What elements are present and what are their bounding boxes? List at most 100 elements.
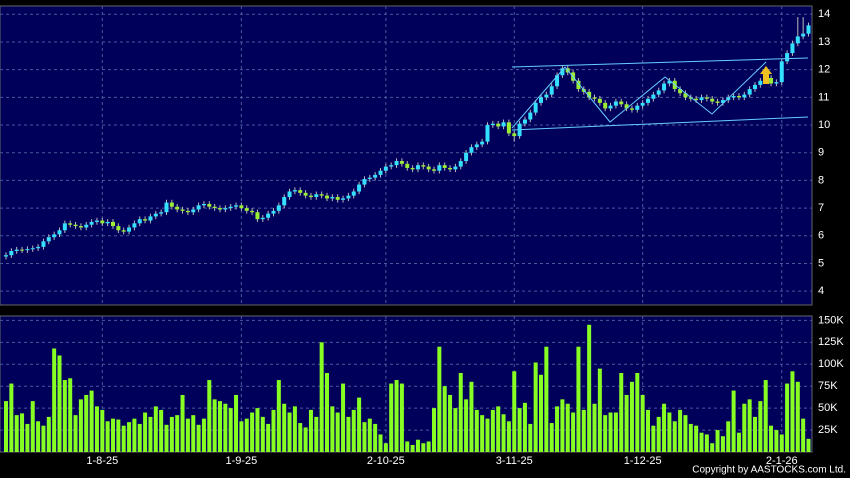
volume-bar	[619, 373, 624, 452]
volume-tick-label: 150K	[818, 314, 844, 326]
volume-bar	[581, 409, 586, 452]
candle-body	[426, 166, 431, 170]
candle-body	[731, 95, 736, 98]
candle-body	[282, 197, 287, 206]
volume-bar	[415, 439, 420, 452]
candle-body	[212, 206, 217, 209]
candle-body	[62, 223, 67, 231]
y-tick-label: 9	[818, 147, 824, 159]
volume-bar	[544, 346, 549, 452]
volume-bar	[528, 423, 533, 452]
volume-bar	[592, 403, 597, 452]
candle-body	[362, 179, 367, 185]
y-tick-label: 13	[818, 36, 830, 48]
volume-bar	[308, 409, 313, 452]
candle-body	[191, 209, 196, 213]
volume-bar	[153, 406, 158, 452]
volume-bar	[132, 418, 137, 452]
candle-body	[480, 141, 485, 145]
volume-bar	[656, 416, 661, 452]
y-tick-label: 11	[818, 91, 829, 103]
volume-bar	[185, 418, 190, 452]
candle-body	[196, 205, 201, 210]
labels: 4 5 6 7 8 9 10 11 12 13 14 25K 50K 75K 100K 125K 150K 1-8…	[86, 8, 844, 467]
volume-bar	[806, 438, 811, 452]
x-tick-label: 2-1-26	[766, 455, 798, 467]
volume-bar	[276, 380, 281, 452]
volume-bar	[726, 421, 731, 452]
volume-bar	[795, 381, 800, 452]
candle-body	[52, 234, 57, 238]
y-tick-label: 8	[818, 174, 824, 186]
candle-body	[127, 227, 132, 232]
volume-bar	[608, 412, 613, 452]
candle-body	[699, 97, 704, 101]
y-tick-label: 14	[818, 8, 830, 20]
candle-body	[549, 86, 554, 95]
candle-body	[678, 89, 683, 94]
volume-bar	[533, 362, 538, 452]
volume-bar	[314, 416, 319, 452]
volume-bar	[662, 403, 667, 452]
volume-bar	[389, 383, 394, 452]
volume-bar	[394, 380, 399, 452]
volume-bar	[46, 416, 51, 452]
price-panel	[0, 5, 813, 306]
candle-body	[308, 195, 313, 198]
candle-body	[442, 165, 447, 168]
volume-bar	[571, 412, 576, 452]
volume-bar	[753, 416, 757, 452]
volume-bar	[137, 423, 142, 452]
candle-body	[276, 205, 281, 211]
volume-bar	[266, 423, 271, 452]
volume-bar	[651, 425, 656, 452]
candle-body	[587, 91, 592, 98]
volume-bar	[560, 399, 565, 452]
volume-bar	[576, 346, 581, 452]
candle-body	[234, 205, 239, 207]
volume-bar	[164, 424, 169, 452]
volume-bar	[73, 415, 78, 452]
y-tick-label: 5	[818, 257, 824, 269]
volume-bar	[597, 368, 602, 452]
volume-bar	[36, 421, 41, 452]
candle-body	[153, 213, 158, 217]
candle-body	[496, 123, 501, 127]
volume-bar	[587, 324, 592, 452]
candle-body	[720, 100, 725, 103]
volume-bar	[41, 425, 46, 452]
candle-body	[640, 102, 645, 106]
volume-bar	[635, 373, 640, 452]
candle-body	[266, 213, 271, 218]
x-tick-label: 1-8-25	[86, 455, 118, 467]
volume-bars	[4, 324, 811, 452]
candle-body	[367, 177, 372, 180]
volume-bar	[501, 414, 506, 452]
volume-bar	[357, 397, 362, 452]
candle-body	[325, 195, 329, 199]
volume-tick-label: 25K	[818, 424, 838, 436]
volume-bar	[260, 416, 265, 452]
volume-bar	[464, 399, 469, 452]
candle-body	[656, 90, 661, 95]
candle-body	[533, 102, 538, 113]
x-tick-label: 2-10-25	[367, 455, 405, 467]
candle-body	[389, 165, 394, 167]
candle-body	[30, 248, 35, 250]
candle-body	[89, 221, 94, 225]
volume-bar	[785, 383, 790, 452]
volume-bar	[517, 408, 522, 452]
volume-bar	[20, 413, 25, 452]
volume-bar	[549, 423, 554, 452]
volume-bar	[298, 423, 303, 452]
volume-bar	[539, 374, 543, 452]
candle-body	[132, 223, 137, 228]
channel-bottom	[511, 116, 809, 131]
candle-body	[298, 190, 303, 193]
volume-bar	[720, 436, 725, 452]
candle-body	[394, 161, 399, 166]
volume-bar	[731, 390, 736, 452]
volume-bar	[506, 421, 511, 452]
volume-bar	[78, 399, 83, 452]
candle-body	[592, 97, 597, 99]
